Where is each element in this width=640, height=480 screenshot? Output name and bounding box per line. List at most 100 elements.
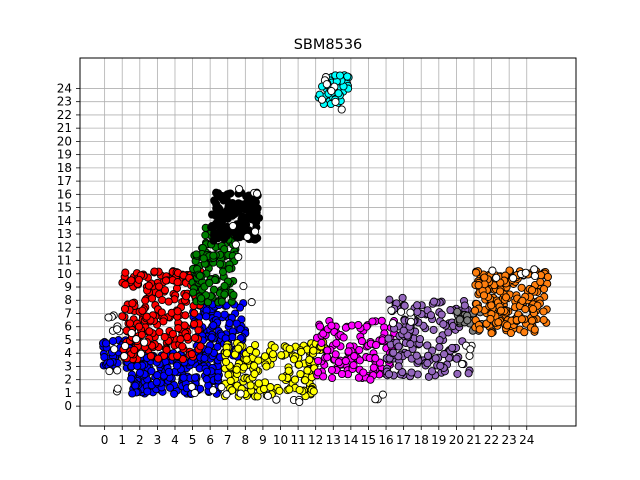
point [222,349,231,358]
point [487,329,496,338]
chart-title: SBM8536 [294,37,363,53]
cluster-purple [382,293,474,381]
point [521,305,530,314]
point [144,281,153,290]
point [159,317,168,326]
point [349,361,358,370]
point [120,352,129,361]
point [239,282,248,291]
point [127,374,136,383]
point [397,307,406,316]
point [530,325,539,334]
point [530,265,539,274]
point [399,326,408,335]
point [521,268,530,277]
point [154,354,163,363]
point [406,308,415,317]
point [439,320,448,329]
point [339,333,348,342]
point [341,356,350,366]
point [105,367,114,376]
point [231,240,240,249]
point [389,348,398,357]
cluster-unassigned-outliers [104,73,539,407]
point [334,358,343,367]
x-tick-label-7: 7 [224,433,232,447]
point [222,390,231,399]
point [337,369,347,379]
y-tick-label-17: 17 [57,174,72,188]
point [263,391,272,400]
point [388,319,398,328]
point [327,86,336,96]
point [270,343,279,352]
x-tick-label-8: 8 [242,433,250,447]
point [317,338,326,347]
point [204,346,213,355]
point [247,298,256,307]
y-tick-label-24: 24 [57,81,72,95]
point [260,352,270,361]
x-tick-label-20: 20 [449,433,464,447]
point [309,346,318,355]
point [428,346,437,355]
point [350,352,359,361]
point [539,307,548,316]
point [503,321,512,330]
point [233,207,242,216]
plot-frame [79,57,577,427]
point [183,333,192,342]
point [202,375,211,384]
point [234,344,243,353]
point [213,373,222,382]
point [232,365,241,374]
point [371,354,380,363]
x-tick-label-16: 16 [378,433,393,447]
point [217,297,226,306]
point [366,375,375,384]
point [148,294,157,303]
point [465,351,474,360]
point [328,373,337,383]
point [252,348,261,357]
point [277,351,286,360]
point [301,376,310,385]
point [475,325,484,334]
point [458,359,467,369]
point [135,368,144,377]
point [229,290,238,300]
point [344,347,353,356]
point [141,296,150,305]
y-tick-label-18: 18 [57,161,72,175]
point [209,321,218,330]
point [108,337,118,346]
point [101,339,111,348]
point [506,328,515,338]
data-points [98,71,552,407]
point [327,321,336,330]
point [384,370,394,379]
point [209,251,218,260]
point [118,312,127,321]
point [133,361,142,371]
cluster-yellow [220,338,330,401]
point [444,328,453,337]
point [470,306,480,315]
x-tick-label-15: 15 [361,433,376,447]
point [285,385,294,394]
point [146,352,155,361]
point [437,310,446,319]
x-tick-label-23: 23 [502,433,517,447]
point [140,338,149,347]
point [152,378,161,387]
point [520,328,529,337]
y-tick-label-2: 2 [64,373,72,387]
y-tick-label-16: 16 [57,187,72,201]
point [436,361,445,370]
point [220,245,229,254]
point [440,350,449,359]
point [480,273,489,282]
point [427,367,437,376]
point [241,205,250,214]
